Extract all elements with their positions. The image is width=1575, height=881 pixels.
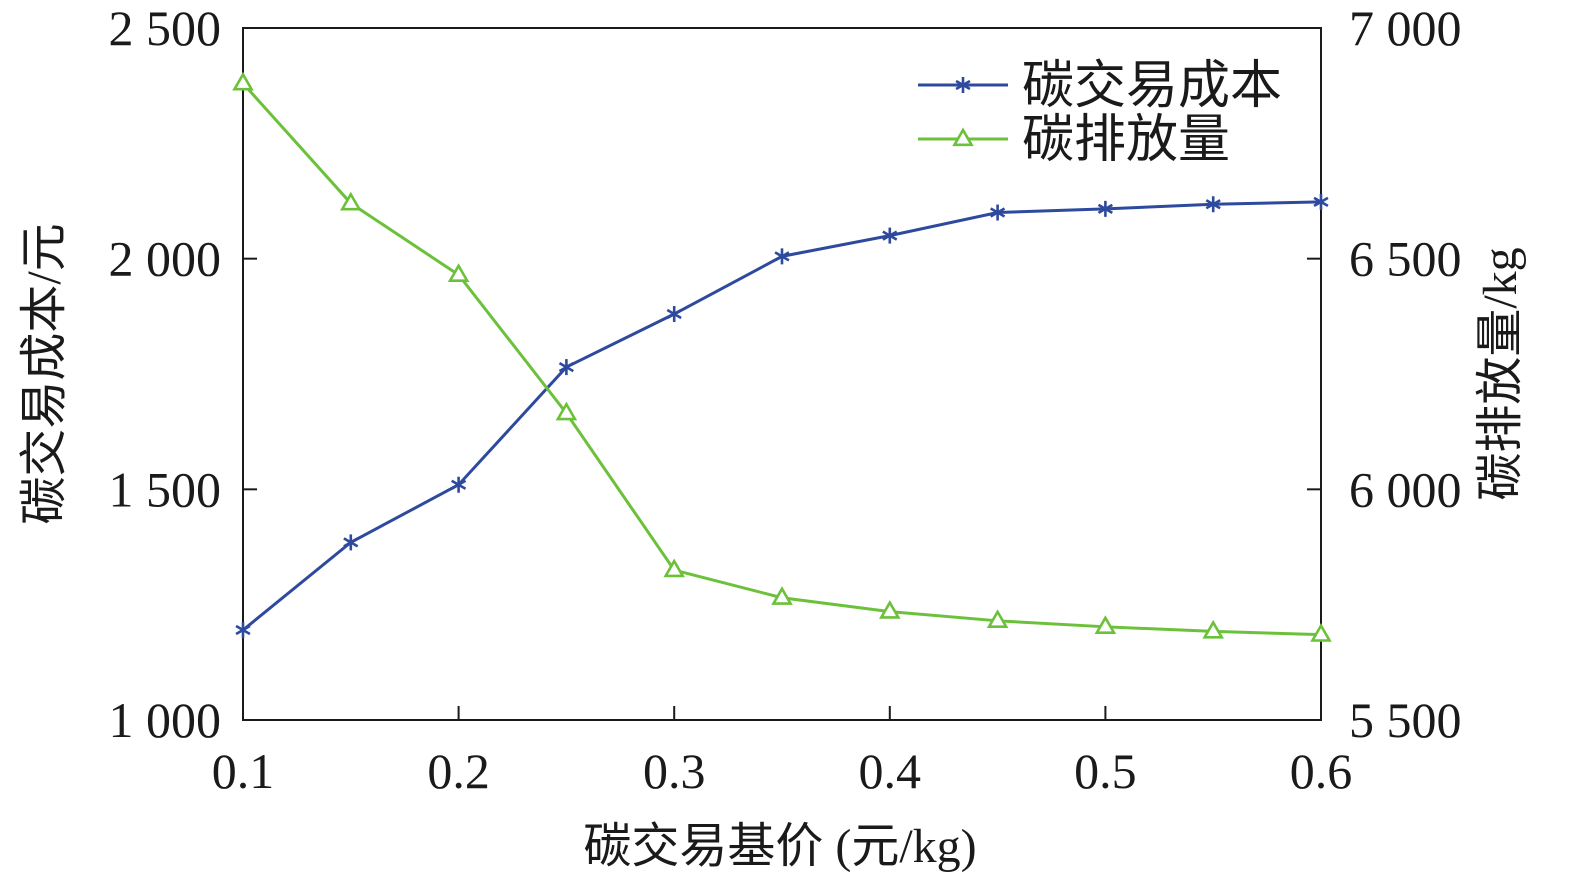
x-axis-title: 碳交易基价 (元/kg) [583,820,976,873]
left-y-axis-title: 碳交易成本/元 [18,223,71,524]
right-y-tick-label: 6 500 [1349,231,1462,287]
right-y-axis-title: 碳排放量/kg [1474,247,1527,500]
data-point-series-2 [663,558,685,578]
series-line-1 [242,200,1322,632]
series-layer [232,71,1332,642]
data-point-series-2 [1310,623,1332,642]
data-point-series-1 [1097,200,1113,217]
data-point-series-1 [774,248,790,265]
data-point-series-2 [555,401,578,421]
x-tick-label: 0.1 [212,743,275,799]
right-y-tick-label: 7 000 [1349,0,1462,56]
data-point-series-2 [447,263,470,282]
data-point-series-1 [235,622,251,639]
plot-area [242,27,1322,721]
left-y-tick-label: 2 500 [109,0,222,56]
data-point-series-1 [558,359,574,376]
data-point-series-1 [343,534,359,551]
data-point-series-1 [1205,196,1221,213]
data-point-series-1 [666,306,682,323]
data-point-series-1 [1313,193,1329,210]
data-point-series-2 [986,609,1009,628]
x-tick-label: 0.4 [859,743,922,799]
data-point-series-2 [879,599,901,619]
data-point-series-2 [771,586,793,605]
data-point-series-1 [990,204,1006,221]
data-point-series-2 [232,71,254,91]
data-point-series-2 [1094,615,1117,634]
x-tick-label: 0.3 [643,743,706,799]
x-tick-label: 0.5 [1074,743,1137,799]
x-tick-label: 0.2 [427,743,490,799]
legend-label: 碳交易成本 [1022,58,1282,115]
right-y-axis: 5 500 6 000 6 500 7 000 [1307,0,1462,748]
data-point-series-2 [340,191,362,211]
data-point-series-1 [882,227,898,244]
x-axis: 0.1 0.2 0.3 0.4 0.5 0.6 [212,706,1353,799]
x-tick-label: 0.6 [1290,743,1353,799]
left-y-tick-label: 2 000 [109,231,222,287]
left-y-tick-label: 1 000 [109,692,222,748]
legend-label: 碳排放量 [1022,112,1230,169]
data-point-series-1 [451,476,467,493]
legend-marker [952,127,974,147]
right-y-tick-label: 6 000 [1349,461,1462,517]
left-y-axis: 1 000 1 500 2 000 2 500 [109,0,257,748]
left-y-tick-label: 1 500 [109,461,222,517]
legend-marker [955,77,971,93]
right-y-tick-label: 5 500 [1349,692,1462,748]
data-point-series-2 [1202,619,1224,639]
